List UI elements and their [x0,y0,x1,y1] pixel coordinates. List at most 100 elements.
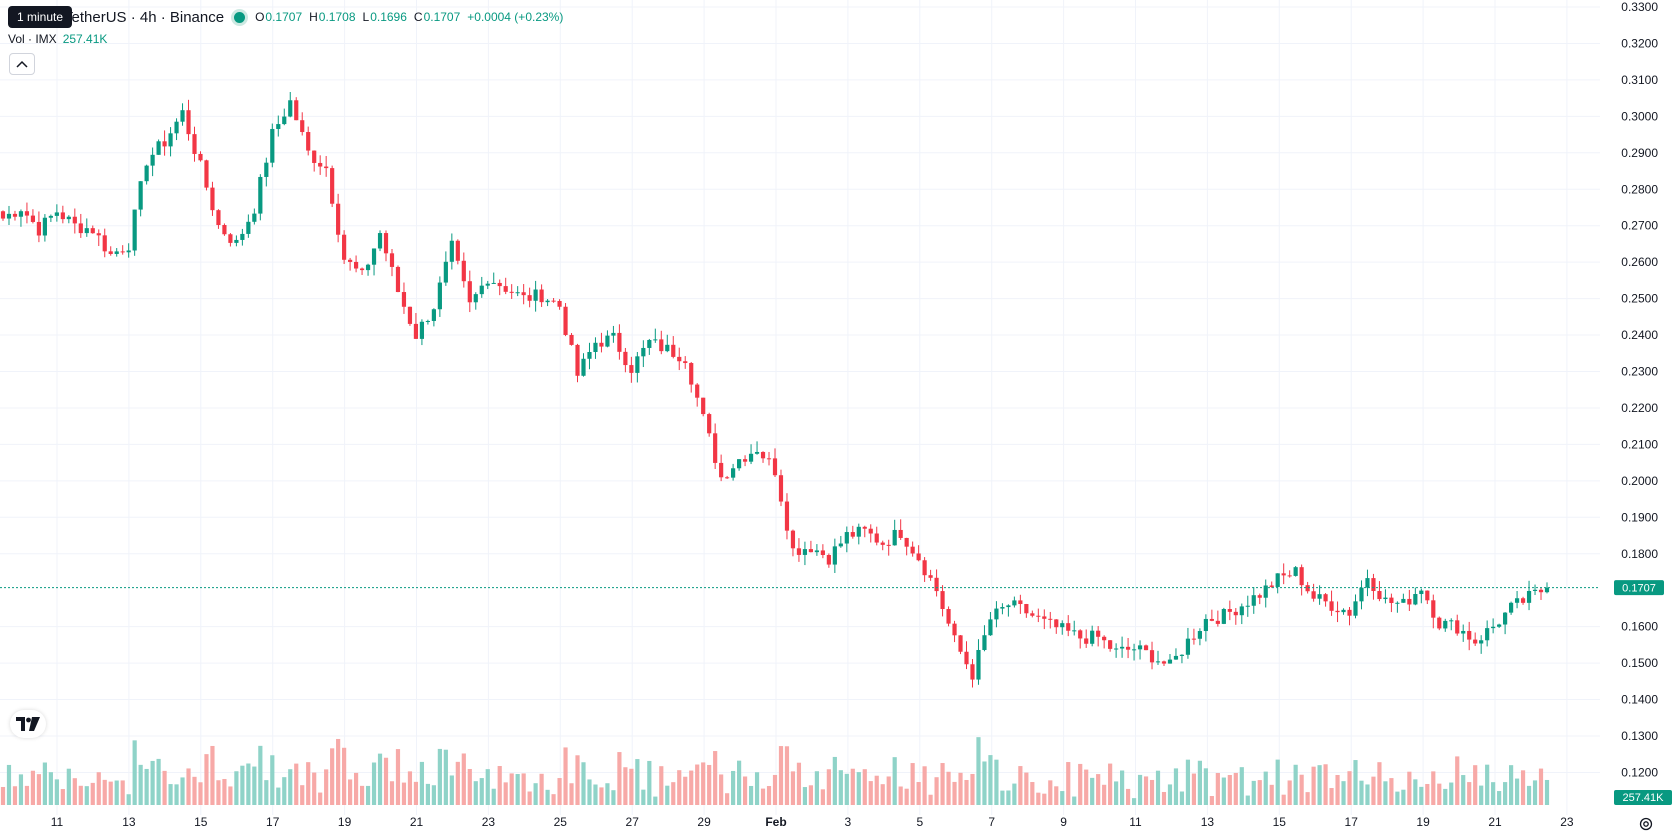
last-price-tag: 0.1707 [1614,580,1664,596]
candlesticks [0,91,1550,688]
volume-tag: 257.41K [1614,790,1672,805]
y-tick-label: 0.1200 [1621,765,1658,779]
candle-body [1359,587,1364,602]
candle-body [1389,597,1394,603]
volume-bar [629,768,634,805]
volume-bar [114,780,119,805]
tradingview-logo[interactable] [10,710,46,738]
candle-body [162,141,167,147]
volume-bar [1185,759,1191,805]
time-axis[interactable]: 11 13 15 17 19 21 23 25 27 29 Feb 3 5 7 9 11 13 15 17 19 21 2… [51,815,1574,829]
volume-bar [300,785,305,805]
candle-body [389,253,395,267]
candle-body [599,342,604,347]
candle-body [1263,585,1268,598]
volume-bar [1042,793,1047,805]
candle-body [42,217,47,236]
volume-bar [1341,781,1346,805]
volume-bar [234,771,239,805]
volume-bar [1508,765,1514,805]
candle-body [533,289,538,301]
candle-body [1329,601,1334,611]
candle-body [503,286,508,292]
candle-body [467,281,472,303]
candle-body [802,549,808,555]
volume-bar [521,773,526,805]
volume-bar [1024,772,1029,805]
candle-body [1114,648,1119,650]
open-label: O [255,10,265,24]
x-tick-label: Feb [765,815,786,829]
volume-bar [748,785,754,805]
volume-bar [1383,781,1388,805]
high-label: H [309,10,318,24]
chart-settings-button[interactable] [1637,815,1655,833]
candle-body [898,529,903,538]
y-tick-label: 0.1300 [1621,729,1658,743]
collapse-legend-button[interactable] [9,53,35,75]
candle-body [353,261,359,269]
candle-body [186,110,191,135]
volume-bar [946,771,951,805]
volume-bar [1131,798,1137,805]
volume-bar [617,752,622,805]
volume-bar [994,759,999,805]
candle-body [150,154,155,166]
volume-bar [587,779,592,805]
candle-body [1078,630,1083,639]
candle-body [605,335,610,347]
volume-bar [910,763,915,805]
candle-body [180,110,185,122]
volume-bar [60,789,65,805]
volume-bar [808,785,814,805]
x-tick-label: 13 [1201,815,1215,829]
candle-body [1544,587,1550,593]
candle-body [1419,590,1424,595]
x-tick-label: 9 [1060,815,1067,829]
candle-body [1508,602,1514,613]
volume-bar [336,738,341,805]
volume-legend[interactable]: Vol · IMX 257.41K [8,32,107,46]
candle-body [886,544,891,546]
y-tick-label: 0.2200 [1621,401,1658,415]
y-tick-label: 0.1400 [1621,693,1658,707]
candle-body [449,240,454,262]
candle-body [252,213,257,222]
volume-bar [719,774,724,805]
candle-body [1311,591,1316,599]
volume-bar [1275,759,1280,805]
price-change: +0.0004 (+0.23%) [467,10,564,24]
candle-body [1467,630,1472,640]
candle-body [820,550,825,555]
candle-body [1191,638,1197,640]
price-axis[interactable]: 0.3300 0.3200 0.3100 0.3000 0.2900 0.2800 0.27… [1621,0,1658,779]
volume-bar [635,759,640,805]
volume-bar [611,790,616,805]
candle-body [1341,609,1346,613]
candle-body [611,332,616,336]
candle-body [1383,597,1388,600]
candle-body [1096,630,1101,637]
volume-bar [1161,791,1167,805]
candle-body [778,475,784,502]
candle-body [192,134,197,154]
candle-body [419,321,425,339]
volume-bar [377,753,383,805]
volume-bar [916,782,921,805]
volume-bar [605,783,610,805]
candle-body [1090,630,1095,644]
symbol-title[interactable]: TetherUS · 4h · Binance [64,8,225,26]
x-tick-label: 19 [338,815,352,829]
market-status-icon[interactable] [234,11,246,23]
candle-body [593,342,598,352]
volume-bar [1006,790,1011,805]
volume-bar [1455,756,1460,805]
volume-bar [689,770,694,805]
candle-body [228,234,233,243]
volume-bar [1389,778,1394,805]
candle-body [940,591,945,610]
volume-bar [850,768,855,805]
volume-bar [413,781,419,805]
volume-bar [72,778,77,805]
